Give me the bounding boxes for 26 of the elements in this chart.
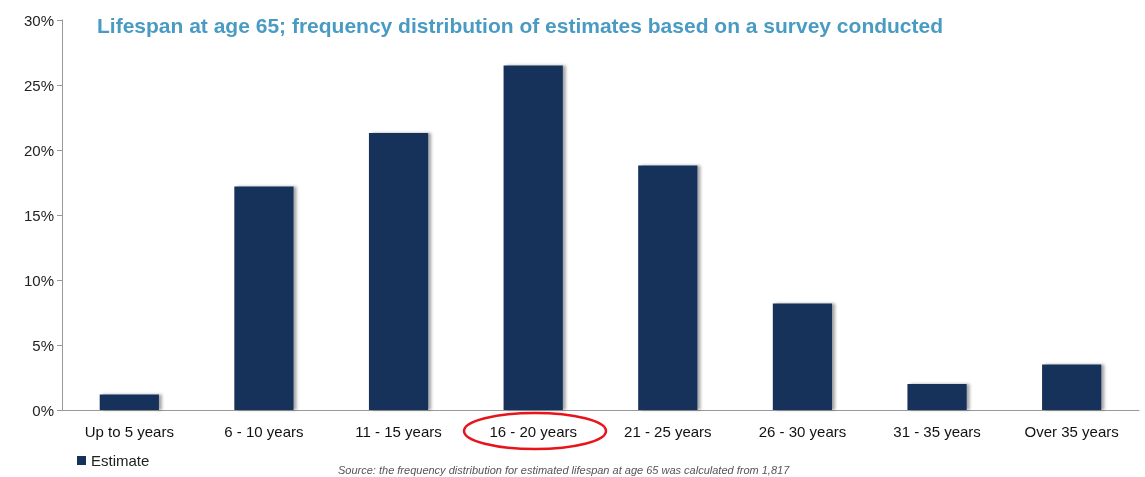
x-tick-label: 11 - 15 years xyxy=(355,423,442,440)
bar xyxy=(99,394,159,410)
bar xyxy=(638,165,698,410)
bar xyxy=(368,133,429,410)
x-tick-label: 21 - 25 years xyxy=(624,423,712,440)
y-tick-label: 10% xyxy=(23,271,54,289)
chart-title: Lifespan at age 65; frequency distribution of estimates based on a survey conducted xyxy=(97,13,944,37)
bar xyxy=(234,186,294,410)
y-tick-label: 5% xyxy=(32,336,54,354)
bar xyxy=(1042,364,1102,410)
y-tick-label: 25% xyxy=(23,76,54,94)
y-tick-label: 15% xyxy=(23,206,54,224)
y-tick-label: 0% xyxy=(32,401,54,419)
x-tick-label: 6 - 10 years xyxy=(224,423,304,440)
source-note: Source: the frequency distribution for estimated lifespan at age 65 was calculated from 1,817 xyxy=(338,463,791,476)
legend-label: Estimate xyxy=(91,452,150,469)
x-tick-label: Up to 5 years xyxy=(84,423,174,440)
x-tick-label: 16 - 20 years xyxy=(489,423,577,440)
bar xyxy=(503,65,563,410)
bar xyxy=(772,303,833,410)
x-tick-label: 31 - 35 years xyxy=(893,423,981,440)
x-tick-label: Over 35 years xyxy=(1024,423,1119,440)
bar xyxy=(907,384,967,410)
y-tick-label: 20% xyxy=(23,141,54,159)
x-tick-label: 26 - 30 years xyxy=(758,423,847,440)
y-tick-label: 30% xyxy=(23,11,54,29)
